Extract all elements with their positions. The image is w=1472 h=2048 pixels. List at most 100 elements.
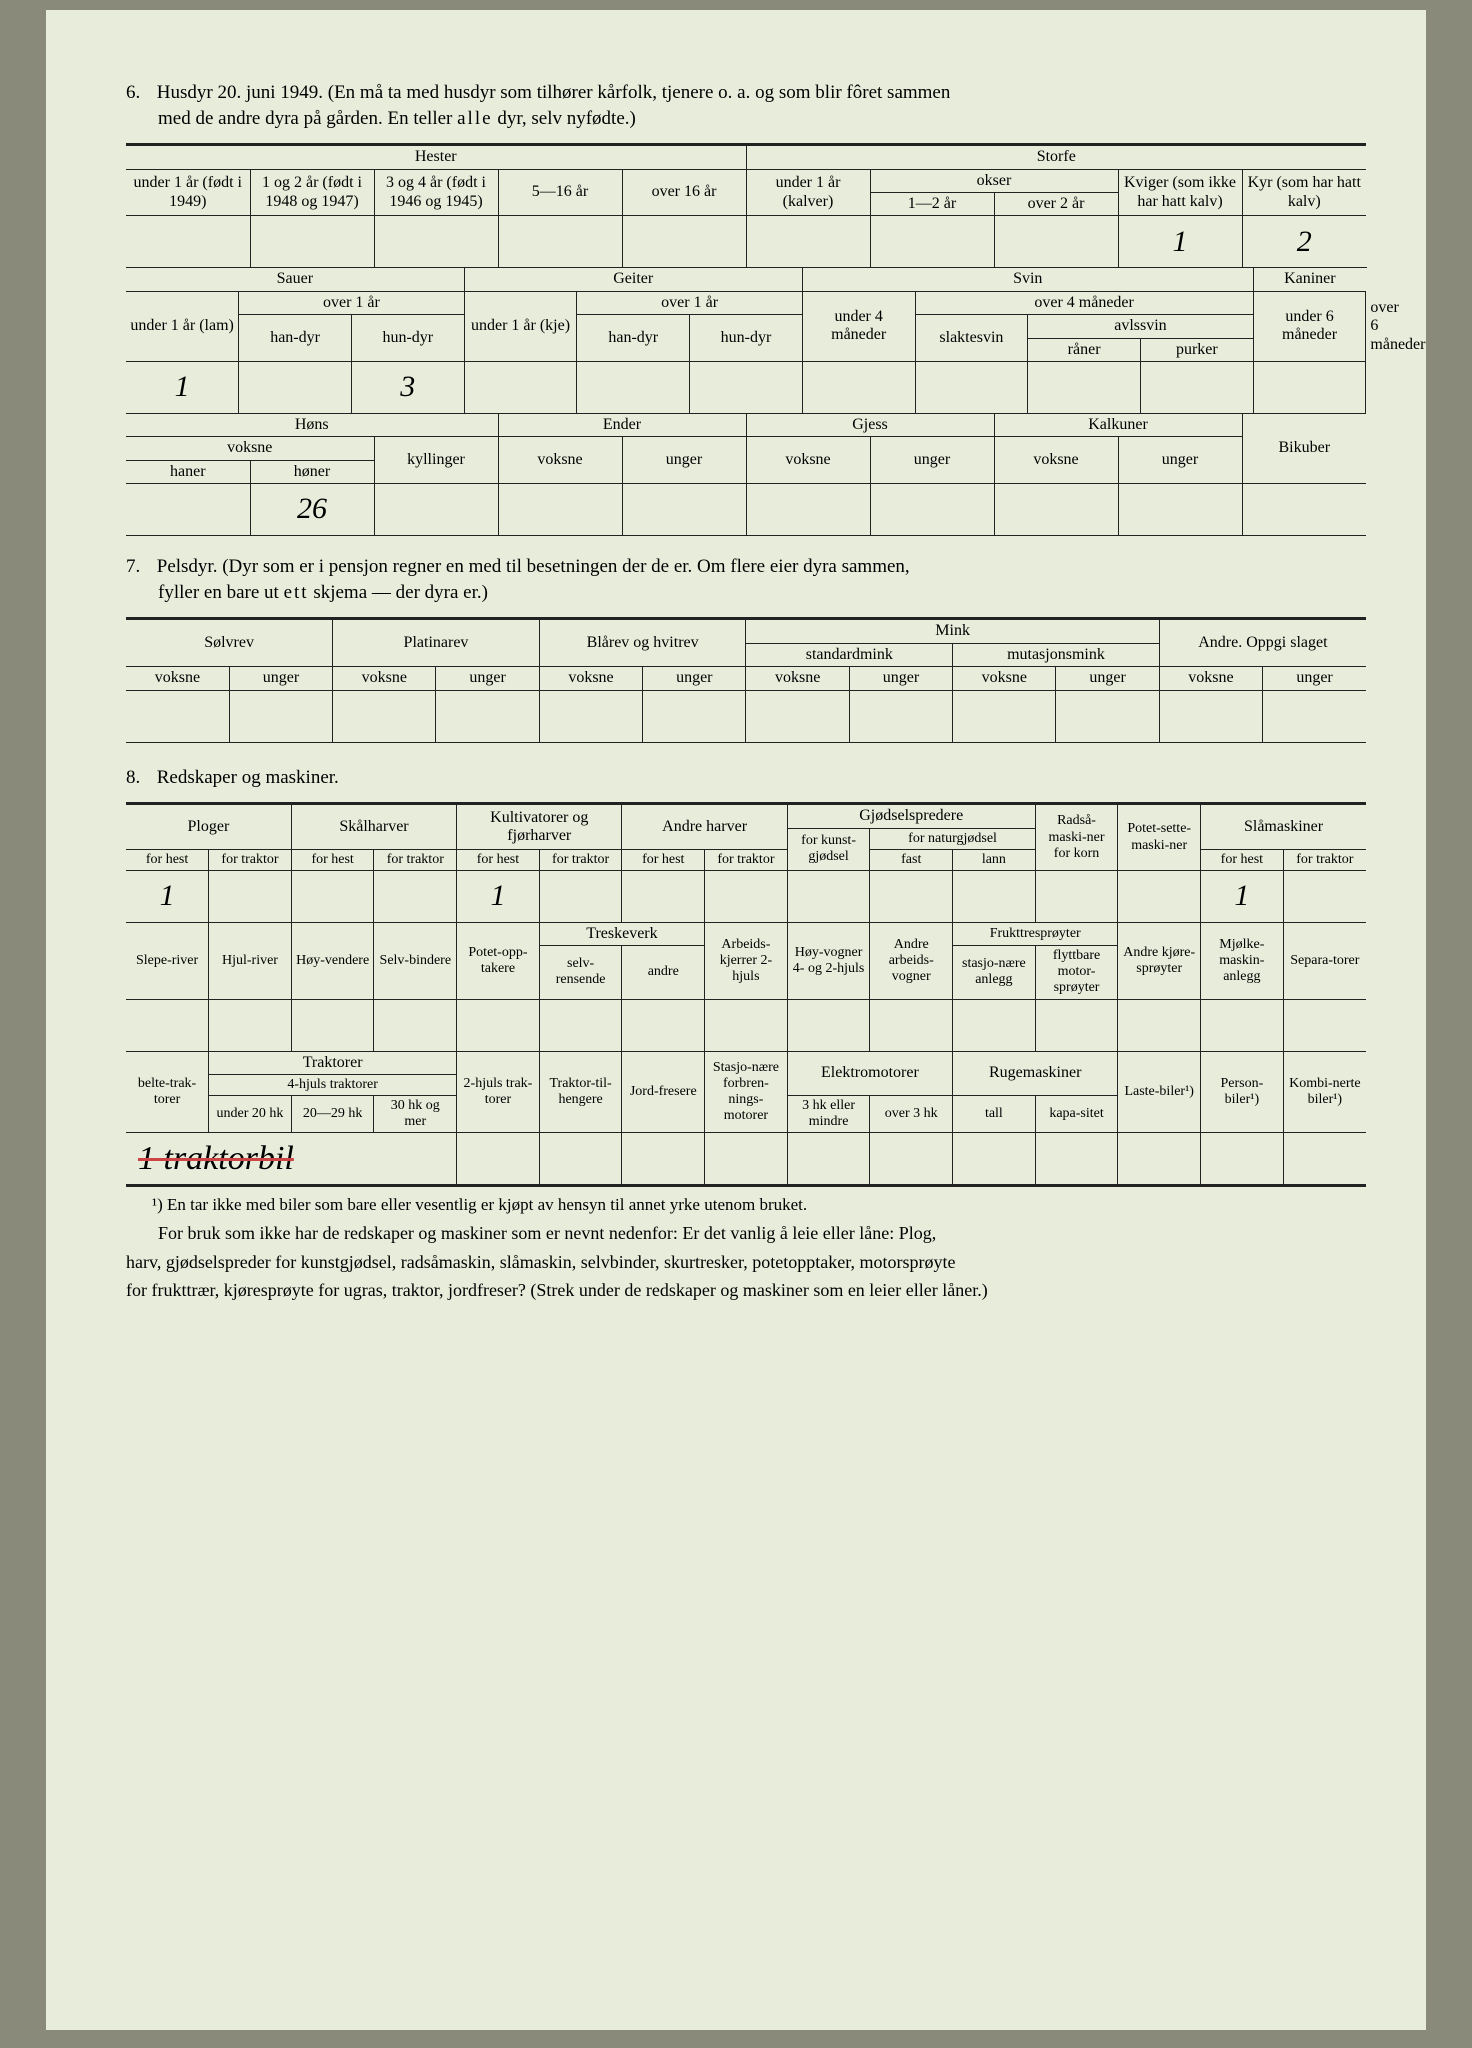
d1-2 — [250, 216, 374, 268]
sl-h: for hest — [1201, 849, 1284, 870]
sau-han: han-dyr — [239, 315, 352, 362]
sau-u1: under 1 år (lam) — [126, 291, 239, 361]
ploger: Ploger — [126, 804, 291, 849]
hjulriver: Hjul-river — [209, 922, 292, 999]
sk-t: for traktor — [374, 849, 457, 870]
d5-12 — [1035, 870, 1118, 922]
lann: lann — [953, 849, 1036, 870]
d7-5 — [457, 1133, 540, 1185]
sec6-sp: alle — [457, 108, 492, 129]
sec6-num: 6. — [126, 80, 152, 106]
sec7-d: skjema — der dyra er.) — [309, 582, 488, 603]
m2029: 20—29 hk — [291, 1096, 374, 1133]
purker: purker — [1140, 338, 1253, 361]
kan-u6: under 6 måneder — [1253, 291, 1366, 361]
d7-strike: 1 traktorbil — [138, 1140, 294, 1177]
laste: Laste-biler¹) — [1118, 1051, 1201, 1133]
sec8-num: 8. — [126, 765, 152, 791]
d3-9 — [1118, 484, 1242, 536]
kviger: Kviger (som ikke har hatt kalv) — [1118, 169, 1242, 216]
sauer-hdr: Sauer — [126, 268, 464, 291]
hester-hdr: Hester — [126, 145, 746, 169]
potetopp: Potet-opp-takere — [457, 922, 540, 999]
sec7-c: fyller en bare ut — [158, 582, 284, 603]
an-v: voksne — [1159, 667, 1262, 690]
solvrev: Sølvrev — [126, 619, 333, 667]
ender-u: unger — [622, 437, 746, 484]
d4-6 — [643, 690, 746, 742]
andrekjore: Andre kjøre-sprøyter — [1118, 922, 1201, 999]
hons-voksne: voksne — [126, 437, 374, 460]
bl-v: voksne — [539, 667, 642, 690]
pl-u: unger — [436, 667, 539, 690]
d6-4 — [374, 999, 457, 1051]
d4-8 — [849, 690, 952, 742]
d6-14 — [1201, 999, 1284, 1051]
andreharver: Andre harver — [622, 804, 787, 849]
sec6-a: Husdyr 20. juni 1949. — [157, 82, 323, 103]
d7-8 — [705, 1133, 788, 1185]
bottom-1: For bruk som ikke har de redskaper og ma… — [126, 1221, 1366, 1245]
bottom-3: for frukttrær, kjøresprøyte for ugras, t… — [126, 1278, 1366, 1302]
an-u: unger — [1263, 667, 1366, 690]
d5-10 — [870, 870, 953, 922]
traktorer-hdr: Traktorer — [209, 1051, 457, 1074]
o30: 30 hk og mer — [374, 1096, 457, 1133]
d6-8 — [705, 999, 788, 1051]
jordfresere: Jord-fresere — [622, 1051, 705, 1133]
d4-5 — [539, 690, 642, 742]
table-livestock-2: Sauer Geiter Svin Kaniner under 1 år (la… — [126, 267, 1366, 414]
eo3: over 3 hk — [870, 1096, 953, 1133]
d2-4 — [464, 362, 577, 414]
bikuber: Bikuber — [1242, 414, 1366, 484]
skalharver: Skålharver — [291, 804, 456, 849]
d1-4 — [498, 216, 622, 268]
d5-11 — [953, 870, 1036, 922]
d5-3 — [291, 870, 374, 922]
form-page: 6. Husdyr 20. juni 1949. (En må ta med h… — [46, 10, 1426, 2030]
d6-15 — [1283, 999, 1366, 1051]
potet: Potet-sette-maski-ner — [1118, 804, 1201, 871]
p-h: for hest — [126, 849, 209, 870]
table-redskaper-2: Slepe-river Hjul-river Høy-vendere Selv-… — [126, 922, 1366, 1052]
selvrensende: selv-rensende — [539, 946, 622, 999]
sm-v: voksne — [746, 667, 849, 690]
haner: haner — [126, 460, 250, 483]
hoyvendere: Høy-vendere — [291, 922, 374, 999]
d6-7 — [622, 999, 705, 1051]
d4-1 — [126, 690, 229, 742]
d1-5 — [622, 216, 746, 268]
d2-1: 1 — [126, 362, 239, 414]
tall: tall — [953, 1096, 1036, 1133]
andrearbeid: Andre arbeids-vogner — [870, 922, 953, 999]
sk-h: for hest — [291, 849, 374, 870]
d1-8 — [994, 216, 1118, 268]
forkunst: for kunst-gjødsel — [787, 828, 870, 870]
sec7-num: 7. — [126, 554, 152, 580]
bottom-2: harv, gjødselspreder for kunstgjødsel, r… — [126, 1250, 1366, 1274]
storfe-hdr: Storfe — [746, 145, 1366, 169]
d3-10 — [1242, 484, 1366, 536]
d2-2 — [239, 362, 352, 414]
svin-u4: under 4 måneder — [802, 291, 915, 361]
sec7-sp: ett — [284, 582, 309, 603]
mjolke: Mjølke-maskin-anlegg — [1201, 922, 1284, 999]
d4-3 — [333, 690, 436, 742]
ku-h: for hest — [457, 849, 540, 870]
h-3-4: 3 og 4 år (født i 1946 og 1945) — [374, 169, 498, 216]
d3-5 — [622, 484, 746, 536]
d4-4 — [436, 690, 539, 742]
sec7-b: (Dyr som er i pensjon regner en med til … — [222, 556, 909, 577]
section-6-title: 6. Husdyr 20. juni 1949. (En må ta med h… — [126, 80, 1366, 131]
d6-12 — [1035, 999, 1118, 1051]
kombi: Kombi-nerte biler¹) — [1283, 1051, 1366, 1133]
platinarev: Platinarev — [333, 619, 540, 667]
geit-o1: over 1 år — [577, 291, 802, 314]
sec6-c: med de andre dyra på gården. En teller — [158, 108, 457, 129]
selvbindere: Selv-bindere — [374, 922, 457, 999]
d3-1 — [126, 484, 250, 536]
sec7-indent: fyller en bare ut ett skjema — der dyra … — [158, 580, 488, 606]
kaniner-hdr: Kaniner — [1253, 268, 1366, 291]
slam: Slåmaskiner — [1201, 804, 1366, 849]
okser-hdr: okser — [870, 169, 1118, 192]
